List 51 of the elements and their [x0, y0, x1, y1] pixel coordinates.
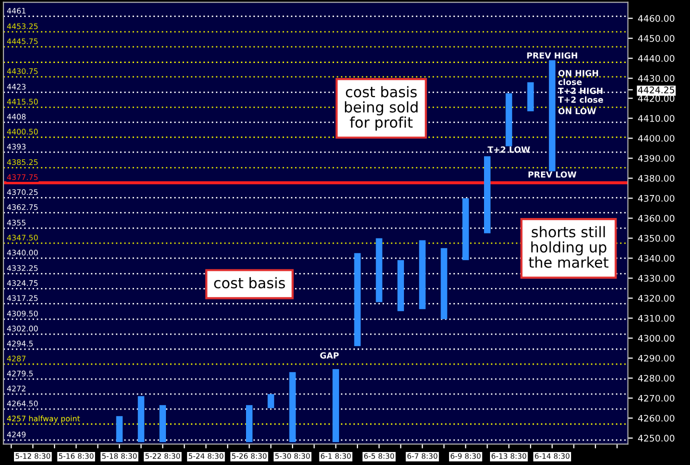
bar — [268, 394, 274, 408]
annotation: GAP — [320, 352, 339, 359]
y-tick-label: 4460.00 — [638, 15, 674, 22]
y-tick-label: 4280.00 — [638, 374, 674, 382]
annotation: T+2 HIGH — [558, 88, 602, 94]
annotation: cost basis — [214, 277, 285, 288]
bar — [440, 248, 448, 320]
y-tick-label: 4300.00 — [638, 334, 674, 342]
y-tick-label: 4250.00 — [638, 434, 674, 442]
y-tick-label: 4310.00 — [638, 314, 674, 322]
bar — [527, 82, 534, 112]
y-tick-label: 4340.00 — [638, 254, 674, 262]
annotation: cost basis being sold for profit — [344, 86, 418, 131]
bar — [506, 93, 512, 146]
y-tick-label: 4270.00 — [638, 394, 674, 402]
bar — [138, 396, 144, 442]
annotation: T+2 LOW — [488, 146, 530, 153]
annotation: PREV HIGH — [527, 52, 578, 59]
y-tick-label: 4410.00 — [638, 114, 674, 122]
annotation: close — [558, 78, 582, 86]
bar — [159, 405, 166, 442]
bar — [462, 198, 469, 260]
bar — [548, 60, 556, 172]
bar — [484, 156, 491, 234]
y-tick-label: 4330.00 — [638, 274, 674, 282]
y-tick-label: 4390.00 — [638, 154, 674, 162]
bar — [397, 260, 404, 312]
bar — [246, 405, 252, 442]
y-tick-label: 4430.00 — [638, 75, 674, 82]
y-tick-label: 4424.25 — [638, 86, 674, 94]
y-tick-label: 4370.00 — [638, 194, 674, 202]
bar — [332, 369, 340, 442]
y-tick-label: 4350.00 — [638, 234, 674, 242]
y-tick-label: 4380.00 — [638, 174, 674, 182]
y-tick-label: 4290.00 — [638, 354, 674, 362]
annotation: PREV LOW — [528, 171, 576, 178]
y-tick-label: 4360.00 — [638, 214, 674, 222]
y-tick-label: 4450.00 — [638, 35, 674, 42]
annotation: ON HIGH — [558, 70, 598, 76]
annotation: ON LOW — [558, 108, 596, 114]
bar — [116, 416, 123, 442]
bar — [419, 240, 426, 310]
annotation: shorts still holding up the market — [528, 226, 608, 268]
y-tick-label: 4440.00 — [638, 55, 674, 62]
bar — [289, 372, 296, 442]
y-tick-label: 4260.00 — [638, 414, 674, 422]
bar — [354, 253, 361, 346]
annotation: T+2 close — [558, 96, 604, 103]
y-tick-label: 4320.00 — [638, 294, 674, 302]
bar — [376, 238, 382, 302]
y-tick-label: 4400.00 — [638, 134, 674, 142]
